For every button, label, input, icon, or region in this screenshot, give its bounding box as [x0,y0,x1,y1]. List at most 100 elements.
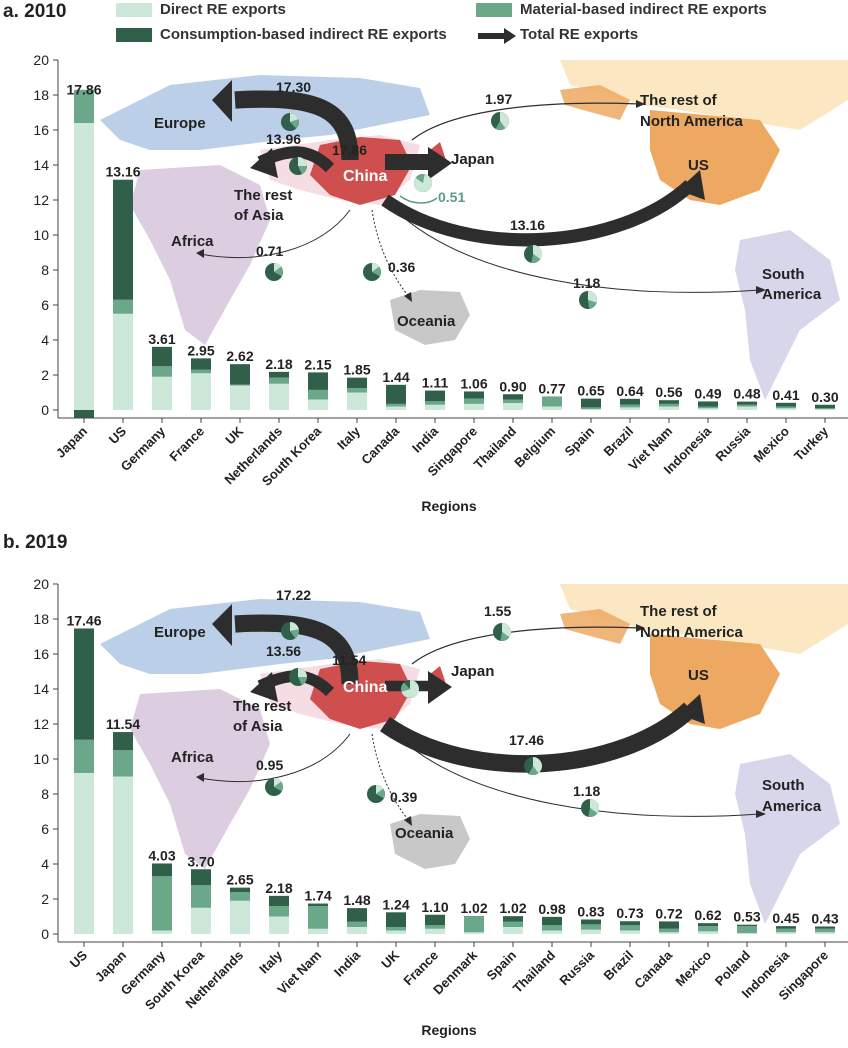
total-label-b-1: 17.46 [66,612,101,628]
total-label-b-11: 1.02 [460,900,487,916]
total-label-a-2: 13.16 [105,164,140,180]
flow-value-6: 0.71 [256,243,283,259]
y-tick-label-8: 8 [41,786,49,802]
region-label-rest-of-asia-1: The rest [233,698,291,715]
flow-africa [199,209,351,258]
flow-oceania [371,209,411,299]
flow-pie-2 [289,668,307,686]
bar-b-3-1 [152,930,172,934]
region-us [650,110,780,205]
bar-a-1-2 [74,89,94,123]
total-label-a-6: 2.18 [265,356,292,372]
y-tick-label-2: 2 [41,891,49,907]
y-tick-label-12: 12 [33,192,49,208]
flow-value-7: 0.39 [390,789,417,805]
bar-a-3-1 [152,376,172,410]
bar-b-13-3 [542,916,562,926]
bar-a-7-1 [308,399,328,410]
flow-pie-7 [367,785,385,803]
flow-value-4: 1.97 [485,91,512,107]
total-label-b-15: 0.73 [616,905,643,921]
region-label-rest-of-asia-1: The rest [234,187,292,204]
flow-rest-of-asia-head [250,672,278,702]
bar-b-11-1 [464,932,484,934]
bar-b-10-2 [425,925,445,929]
bar-b-16-1 [659,932,679,934]
flow-rest-north-america-head [636,624,645,632]
total-label-a-18: 0.48 [733,386,760,402]
flow-oceania-head [404,292,412,302]
flow-value-extra: 0.51 [438,189,465,205]
bar-b-9-1 [386,930,406,934]
bar-a-7-2 [308,389,328,400]
flow-value-6: 0.95 [256,757,283,773]
y-tick-label-6: 6 [41,821,49,837]
bar-b-14-1 [581,929,601,934]
x-tick-label-a-5: UK [222,423,246,447]
bar-b-19-3 [776,926,796,929]
bar-a-9-2 [386,403,406,407]
bar-b-16-3 [659,921,679,929]
region-label-rest-north-america-2: North America [640,113,743,130]
flow-south-america-head [756,286,766,294]
x-tick-label-a-19: Mexico [750,423,792,465]
bar-a-9-3 [386,384,406,404]
bar-a-1-3 [74,410,94,418]
bar-a-2-2 [113,299,133,314]
x-tick-label-b-9: UK [378,947,402,971]
bar-a-18-2 [737,404,757,407]
total-label-a-12: 0.90 [499,378,526,394]
flow-value-labels: 17.30 13.96 17.86 1.97 13.16 0.71 0.36 1.18 0.51 [256,79,600,291]
y-tick-label-18: 18 [33,611,49,627]
region-label-europe: Europe [154,115,206,132]
bar-b-1-1 [74,773,94,934]
total-label-b-7: 1.74 [304,888,331,904]
x-tick-label-a-10: India [409,423,442,456]
y-tick-label-16: 16 [33,646,49,662]
flow-pie-5 [524,245,542,263]
panel-b-chart: China Europe The rest of Asia Japan The rest … [33,576,848,1038]
total-label-b-20: 0.43 [811,910,838,926]
bar-a-6-3 [269,371,289,378]
x-tick-label-b-16: Canada [631,947,675,991]
region-label-south-america-1: South [762,266,805,283]
flow-value-labels: 17.22 13.56 11.54 1.55 17.46 0.95 0.39 1.18 [256,587,600,805]
x-tick-label-b-14: Russia [556,947,597,988]
bar-b-7-2 [308,906,328,929]
bar-a-16-2 [659,403,679,407]
bar-b-18-2 [737,926,757,934]
bar-a-8-1 [347,392,367,410]
x-tick-label-b-2: Japan [92,947,129,984]
bar-a-14-3 [581,398,601,408]
flow-pie-2 [289,157,307,175]
flow-pie-6 [265,263,283,281]
bar-a-4-2 [191,369,211,374]
panel-b-title: b. 2019 [3,532,68,553]
region-label-china: China [343,679,388,696]
bar-a-8-3 [347,377,367,389]
panel-a-chart: China Europe The rest of Asia Japan The rest … [33,52,848,514]
bar-a-12-2 [503,399,523,403]
total-label-a-13: 0.77 [538,381,565,397]
bar-a-14-1 [581,409,601,410]
bar-b-20-3 [815,926,835,929]
region-south-america [735,754,840,924]
flow-value-2: 13.96 [266,131,301,147]
flow-pie-1 [281,622,299,640]
bar-a-11-3 [464,391,484,399]
region-label-rest-of-asia-2: of Asia [234,207,284,224]
region-label-rest-north-america-2: North America [640,624,743,641]
flow-south-america-head [756,810,766,818]
bar-b-12-1 [503,927,523,934]
total-label-a-4: 2.95 [187,342,214,358]
pie-charts [265,112,597,309]
bar-b-5-3 [230,887,250,892]
bar-b-13-1 [542,930,562,934]
y-tick-label-10: 10 [33,227,49,243]
bar-b-15-3 [620,921,640,926]
flow-japan-head [428,147,452,180]
x-tick-label-a-9: Canada [358,423,402,467]
legend-label-consumption: Consumption-based indirect RE exports [160,26,447,43]
flow-oceania [371,733,411,823]
bar-b-2-2 [113,750,133,777]
